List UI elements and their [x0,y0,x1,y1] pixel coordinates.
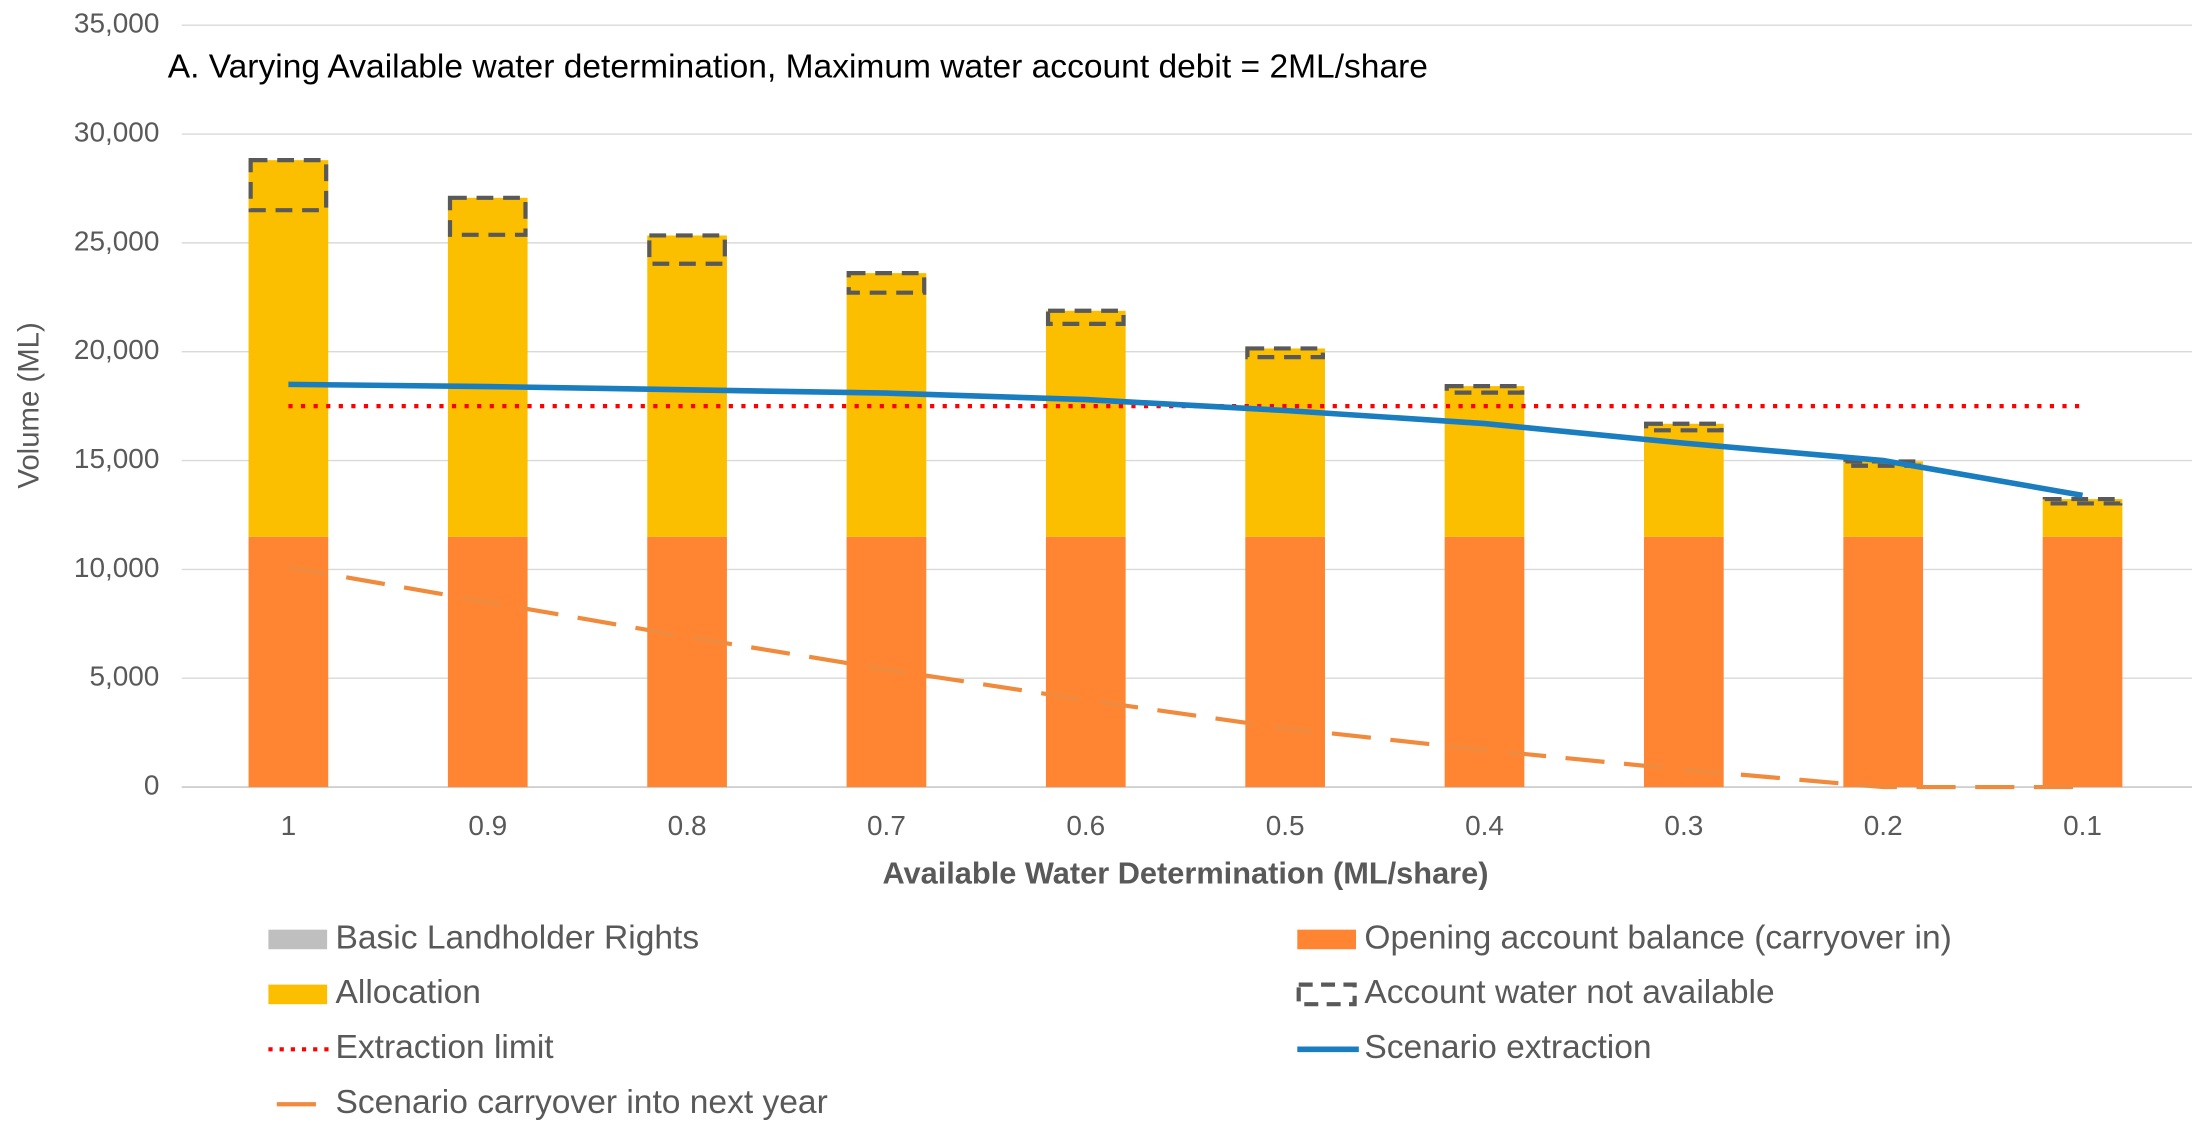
bar-segment [846,273,927,537]
y-tick-label: 15,000 [74,443,159,474]
y-tick-label: 5,000 [89,661,159,692]
series-line [288,381,2084,499]
unavailable-box [846,271,927,295]
unavailable-box [447,195,528,237]
y-axis-label: Volume (ML) [13,322,46,488]
bar-segment [1843,536,1924,788]
unavailable-box [1644,421,1724,433]
bar-segment [248,536,329,788]
legend-label: Allocation [336,974,481,1011]
bar-segment [1245,536,1325,788]
bar-segment [647,536,727,788]
x-tick-label: 0.4 [1465,810,1504,841]
bar-segment [447,197,528,537]
unavailable-box [1444,384,1525,395]
legend-label: Extraction limit [336,1029,555,1066]
bar-segment [1045,310,1126,537]
bar-segment [447,536,528,788]
x-tick-label: 0.1 [2063,810,2102,841]
x-tick-label: 0.3 [1664,810,1703,841]
legend-label: Scenario carryover into next year [336,1084,828,1121]
unavailable-box [1245,346,1325,360]
x-tick-label: 1 [281,810,297,841]
legend-label: Scenario extraction [1364,1029,1651,1066]
series-line [288,565,2083,790]
x-tick-label: 0.7 [867,810,906,841]
legend-swatch [1297,929,1357,950]
bar-segment [1045,536,1126,788]
bar-segment [1644,536,1724,788]
y-tick-label: 20,000 [74,334,159,365]
bar-segment [1444,386,1525,537]
x-tick-label: 0.2 [1864,810,1903,841]
unavailable-box [2042,496,2123,506]
y-tick-label: 35,000 [74,8,159,39]
legend-swatch [1296,982,1357,1007]
y-tick-label: 0 [144,769,160,800]
x-axis-label: Available Water Determination (ML/share) [882,855,1488,890]
unavailable-box [647,233,727,266]
unavailable-box [1045,308,1126,326]
bar-segment [1843,461,1924,537]
unavailable-box [248,158,329,213]
y-tick-label: 30,000 [74,116,159,147]
legend-swatch [268,984,328,1005]
x-tick-label: 0.6 [1066,810,1105,841]
chart-title: A. Varying Available water determination… [168,48,1428,85]
x-tick-label: 0.8 [668,810,707,841]
legend-swatch [268,929,328,950]
bar-segment [2042,536,2123,788]
x-tick-label: 0.9 [468,810,507,841]
bar-segment [846,536,927,788]
bar-segment [248,160,329,537]
x-tick-label: 0.5 [1266,810,1305,841]
y-tick-label: 25,000 [74,225,159,256]
bar-segment [1245,348,1325,537]
legend-label: Basic Landholder Rights [336,919,700,956]
bar-segment [647,235,727,537]
legend-label: Opening account balance (carryover in) [1364,919,1951,956]
y-tick-label: 10,000 [74,552,159,583]
legend-label: Account water not available [1364,974,1774,1011]
